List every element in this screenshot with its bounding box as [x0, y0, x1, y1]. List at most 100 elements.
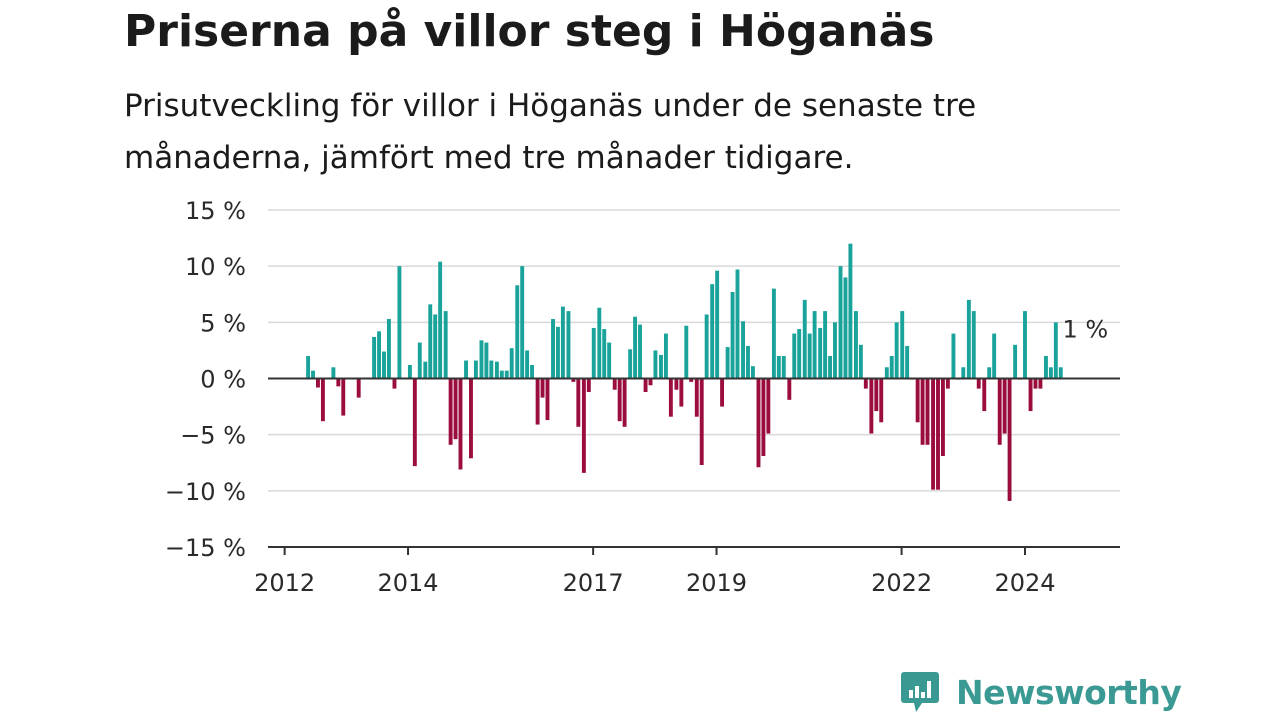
bar: [515, 285, 520, 379]
bar: [771, 288, 776, 379]
bar: [545, 378, 550, 421]
bar: [925, 378, 930, 445]
bar: [499, 370, 504, 379]
y-tick-label: −10 %: [165, 478, 246, 506]
chart-subtitle: Prisutveckling för villor i Höganäs unde…: [124, 88, 977, 176]
annotations: 1 %: [1063, 315, 1109, 343]
bar: [679, 378, 684, 407]
bar: [1013, 344, 1018, 379]
bar: [648, 378, 653, 386]
bar: [1033, 378, 1038, 389]
bars: [306, 243, 1063, 501]
bar: [412, 378, 417, 467]
x-tick-label: 2022: [871, 569, 932, 597]
bar: [602, 329, 607, 379]
bar: [936, 378, 940, 490]
x-tick-label: 2017: [563, 569, 624, 597]
bar: [741, 321, 745, 379]
bar: [453, 378, 458, 440]
x-tick-label: 2012: [254, 569, 315, 597]
bar: [540, 378, 545, 398]
bar: [848, 243, 853, 379]
bar: [591, 327, 596, 379]
bar: [597, 307, 602, 379]
bar: [1058, 367, 1063, 379]
bar: [1023, 311, 1027, 379]
bar: [628, 349, 633, 379]
bar: [750, 366, 755, 379]
bar: [792, 333, 797, 379]
bar: [710, 284, 715, 379]
bar: [863, 378, 868, 389]
bar: [689, 378, 694, 382]
bar: [571, 378, 576, 382]
bar: [612, 378, 617, 390]
bar: [489, 360, 494, 379]
bar: [869, 378, 874, 434]
bar: [915, 378, 920, 423]
bar: [761, 378, 766, 457]
bar: [397, 266, 402, 379]
bar: [833, 322, 837, 379]
y-tick-label: 15 %: [185, 197, 246, 225]
bar: [931, 378, 936, 490]
bar: [894, 322, 899, 379]
bar: [720, 378, 725, 407]
bar: [316, 378, 320, 388]
bar: [818, 327, 823, 379]
brand-name: Newsworthy: [956, 672, 1182, 712]
bar: [694, 378, 699, 417]
bar: [997, 378, 1002, 445]
bar: [560, 306, 565, 379]
bar: [735, 269, 740, 379]
bar: [659, 354, 663, 379]
bar: [879, 378, 884, 423]
bar: [823, 311, 828, 379]
bar: [586, 378, 591, 392]
bar: [1038, 378, 1043, 389]
bar: [551, 318, 555, 379]
bar: [417, 342, 422, 379]
bar: [443, 311, 448, 379]
bar: [1044, 356, 1048, 379]
bar: [643, 378, 648, 392]
bar: [668, 378, 673, 417]
bar: [581, 378, 586, 473]
bar: [854, 311, 858, 379]
axes: [268, 377, 1120, 555]
bar: [377, 331, 381, 379]
bar: [407, 365, 412, 379]
bar: [504, 370, 509, 379]
bar: [433, 314, 438, 379]
bar: [535, 378, 540, 425]
bar: [494, 361, 499, 379]
bar: [520, 266, 525, 379]
bar: [802, 299, 807, 379]
bar: [525, 350, 530, 379]
bar: [530, 365, 534, 379]
bar: [940, 378, 945, 457]
chart-title: Priserna på villor steg i Höganäs: [124, 6, 935, 57]
bar: [386, 318, 391, 379]
bar: [428, 304, 433, 379]
bar: [663, 333, 668, 379]
bar: [725, 347, 730, 379]
bar: [1053, 322, 1058, 379]
bar: [320, 378, 325, 422]
bar: [787, 378, 792, 400]
bar: [438, 261, 443, 379]
bar: [423, 361, 428, 379]
bar: [469, 378, 473, 459]
bar: [622, 378, 627, 427]
bar: [812, 311, 817, 379]
bar: [781, 356, 786, 379]
bar: [992, 333, 997, 379]
bar: [715, 270, 720, 379]
bar: [633, 316, 638, 379]
bar: [945, 378, 950, 389]
bar: [674, 378, 679, 390]
y-tick-label: −5 %: [180, 422, 246, 450]
bar: [1028, 378, 1033, 412]
bar: [982, 378, 987, 412]
